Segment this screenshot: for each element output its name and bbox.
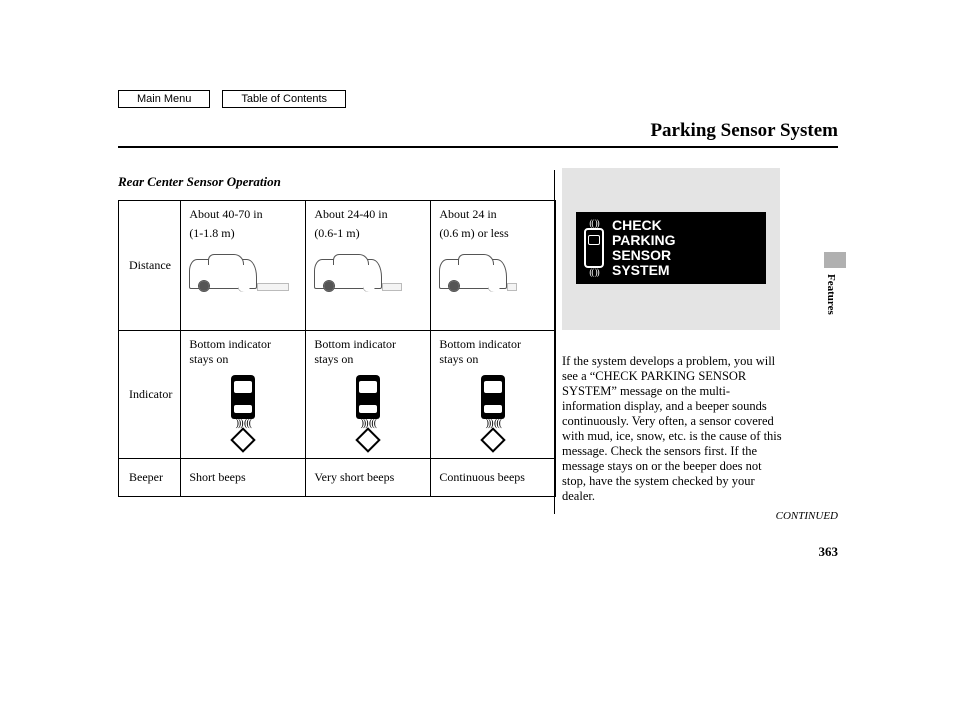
lcd-message-text: CHECK PARKING SENSOR SYSTEM <box>612 218 676 278</box>
distance-metric-3: (0.6 m) or less <box>439 226 547 241</box>
page-number: 363 <box>819 544 839 560</box>
display-illustration-box: (( )) (( )) CHECK PARKING SENSOR SYSTEM <box>562 168 780 330</box>
detection-zone-2 <box>382 283 402 291</box>
indicator-cell-3: Bottom indicator stays on ))) ((( <box>431 331 556 459</box>
title-rule <box>118 146 838 148</box>
indicator-text-1: Bottom indicator stays on <box>189 337 297 367</box>
lcd-message-display: (( )) (( )) CHECK PARKING SENSOR SYSTEM <box>576 212 766 284</box>
indicator-cell-1: Bottom indicator stays on ))) ((( <box>181 331 306 459</box>
page-title: Parking Sensor System <box>650 120 838 142</box>
distance-metric-2: (0.6-1 m) <box>314 226 422 241</box>
car-diagram-1 <box>189 259 297 289</box>
row-label-beeper: Beeper <box>119 459 181 497</box>
table-row-distance: Distance About 40-70 in (1-1.8 m) About … <box>119 201 556 331</box>
column-divider <box>554 170 555 514</box>
car-side-icon <box>314 259 382 289</box>
continued-label: CONTINUED <box>776 510 838 522</box>
lcd-car-top-icon <box>584 228 604 268</box>
body-paragraph: If the system develops a problem, you wi… <box>562 354 784 504</box>
detection-zone-3 <box>507 283 517 291</box>
main-menu-button[interactable]: Main Menu <box>118 90 210 108</box>
beeper-cell-2: Very short beeps <box>306 459 431 497</box>
distance-cell-1: About 40-70 in (1-1.8 m) <box>181 201 306 331</box>
toc-button[interactable]: Table of Contents <box>222 90 346 108</box>
indicator-icon-1: ))) ((( <box>223 375 263 449</box>
lcd-car-icon-wrap: (( )) (( )) <box>584 221 604 275</box>
row-label-distance: Distance <box>119 201 181 331</box>
indicator-icon-3: ))) ((( <box>473 375 513 449</box>
car-top-icon <box>481 375 505 419</box>
car-diagram-3 <box>439 259 547 289</box>
distance-range-3: About 24 in <box>439 207 547 222</box>
detection-zone-1 <box>257 283 289 291</box>
sensor-arcs-bottom-icon: (( )) <box>589 270 598 275</box>
car-side-icon <box>189 259 257 289</box>
table-row-indicator: Indicator Bottom indicator stays on ))) … <box>119 331 556 459</box>
section-side-label: Features <box>825 274 837 315</box>
sensor-arcs-icon: ))) ((( <box>236 421 251 427</box>
sensor-arcs-icon: ))) ((( <box>486 421 501 427</box>
section-subtitle: Rear Center Sensor Operation <box>118 174 281 190</box>
distance-metric-1: (1-1.8 m) <box>189 226 297 241</box>
beeper-cell-1: Short beeps <box>181 459 306 497</box>
indicator-text-3: Bottom indicator stays on <box>439 337 547 367</box>
alert-burst-icon <box>481 427 506 452</box>
distance-range-2: About 24-40 in <box>314 207 422 222</box>
car-top-icon <box>231 375 255 419</box>
table-row-beeper: Beeper Short beeps Very short beeps Cont… <box>119 459 556 497</box>
distance-range-1: About 40-70 in <box>189 207 297 222</box>
beeper-cell-3: Continuous beeps <box>431 459 556 497</box>
car-top-icon <box>356 375 380 419</box>
distance-cell-3: About 24 in (0.6 m) or less <box>431 201 556 331</box>
indicator-text-2: Bottom indicator stays on <box>314 337 422 367</box>
alert-burst-icon <box>356 427 381 452</box>
car-diagram-2 <box>314 259 422 289</box>
indicator-icon-2: ))) ((( <box>348 375 388 449</box>
nav-bar: Main Menu Table of Contents <box>118 90 346 108</box>
alert-burst-icon <box>231 427 256 452</box>
sensor-operation-table: Distance About 40-70 in (1-1.8 m) About … <box>118 200 556 497</box>
row-label-indicator: Indicator <box>119 331 181 459</box>
sensor-arcs-top-icon: (( )) <box>589 221 598 226</box>
section-tab <box>824 252 846 268</box>
distance-cell-2: About 24-40 in (0.6-1 m) <box>306 201 431 331</box>
indicator-cell-2: Bottom indicator stays on ))) ((( <box>306 331 431 459</box>
car-side-icon <box>439 259 507 289</box>
sensor-arcs-icon: ))) ((( <box>361 421 376 427</box>
